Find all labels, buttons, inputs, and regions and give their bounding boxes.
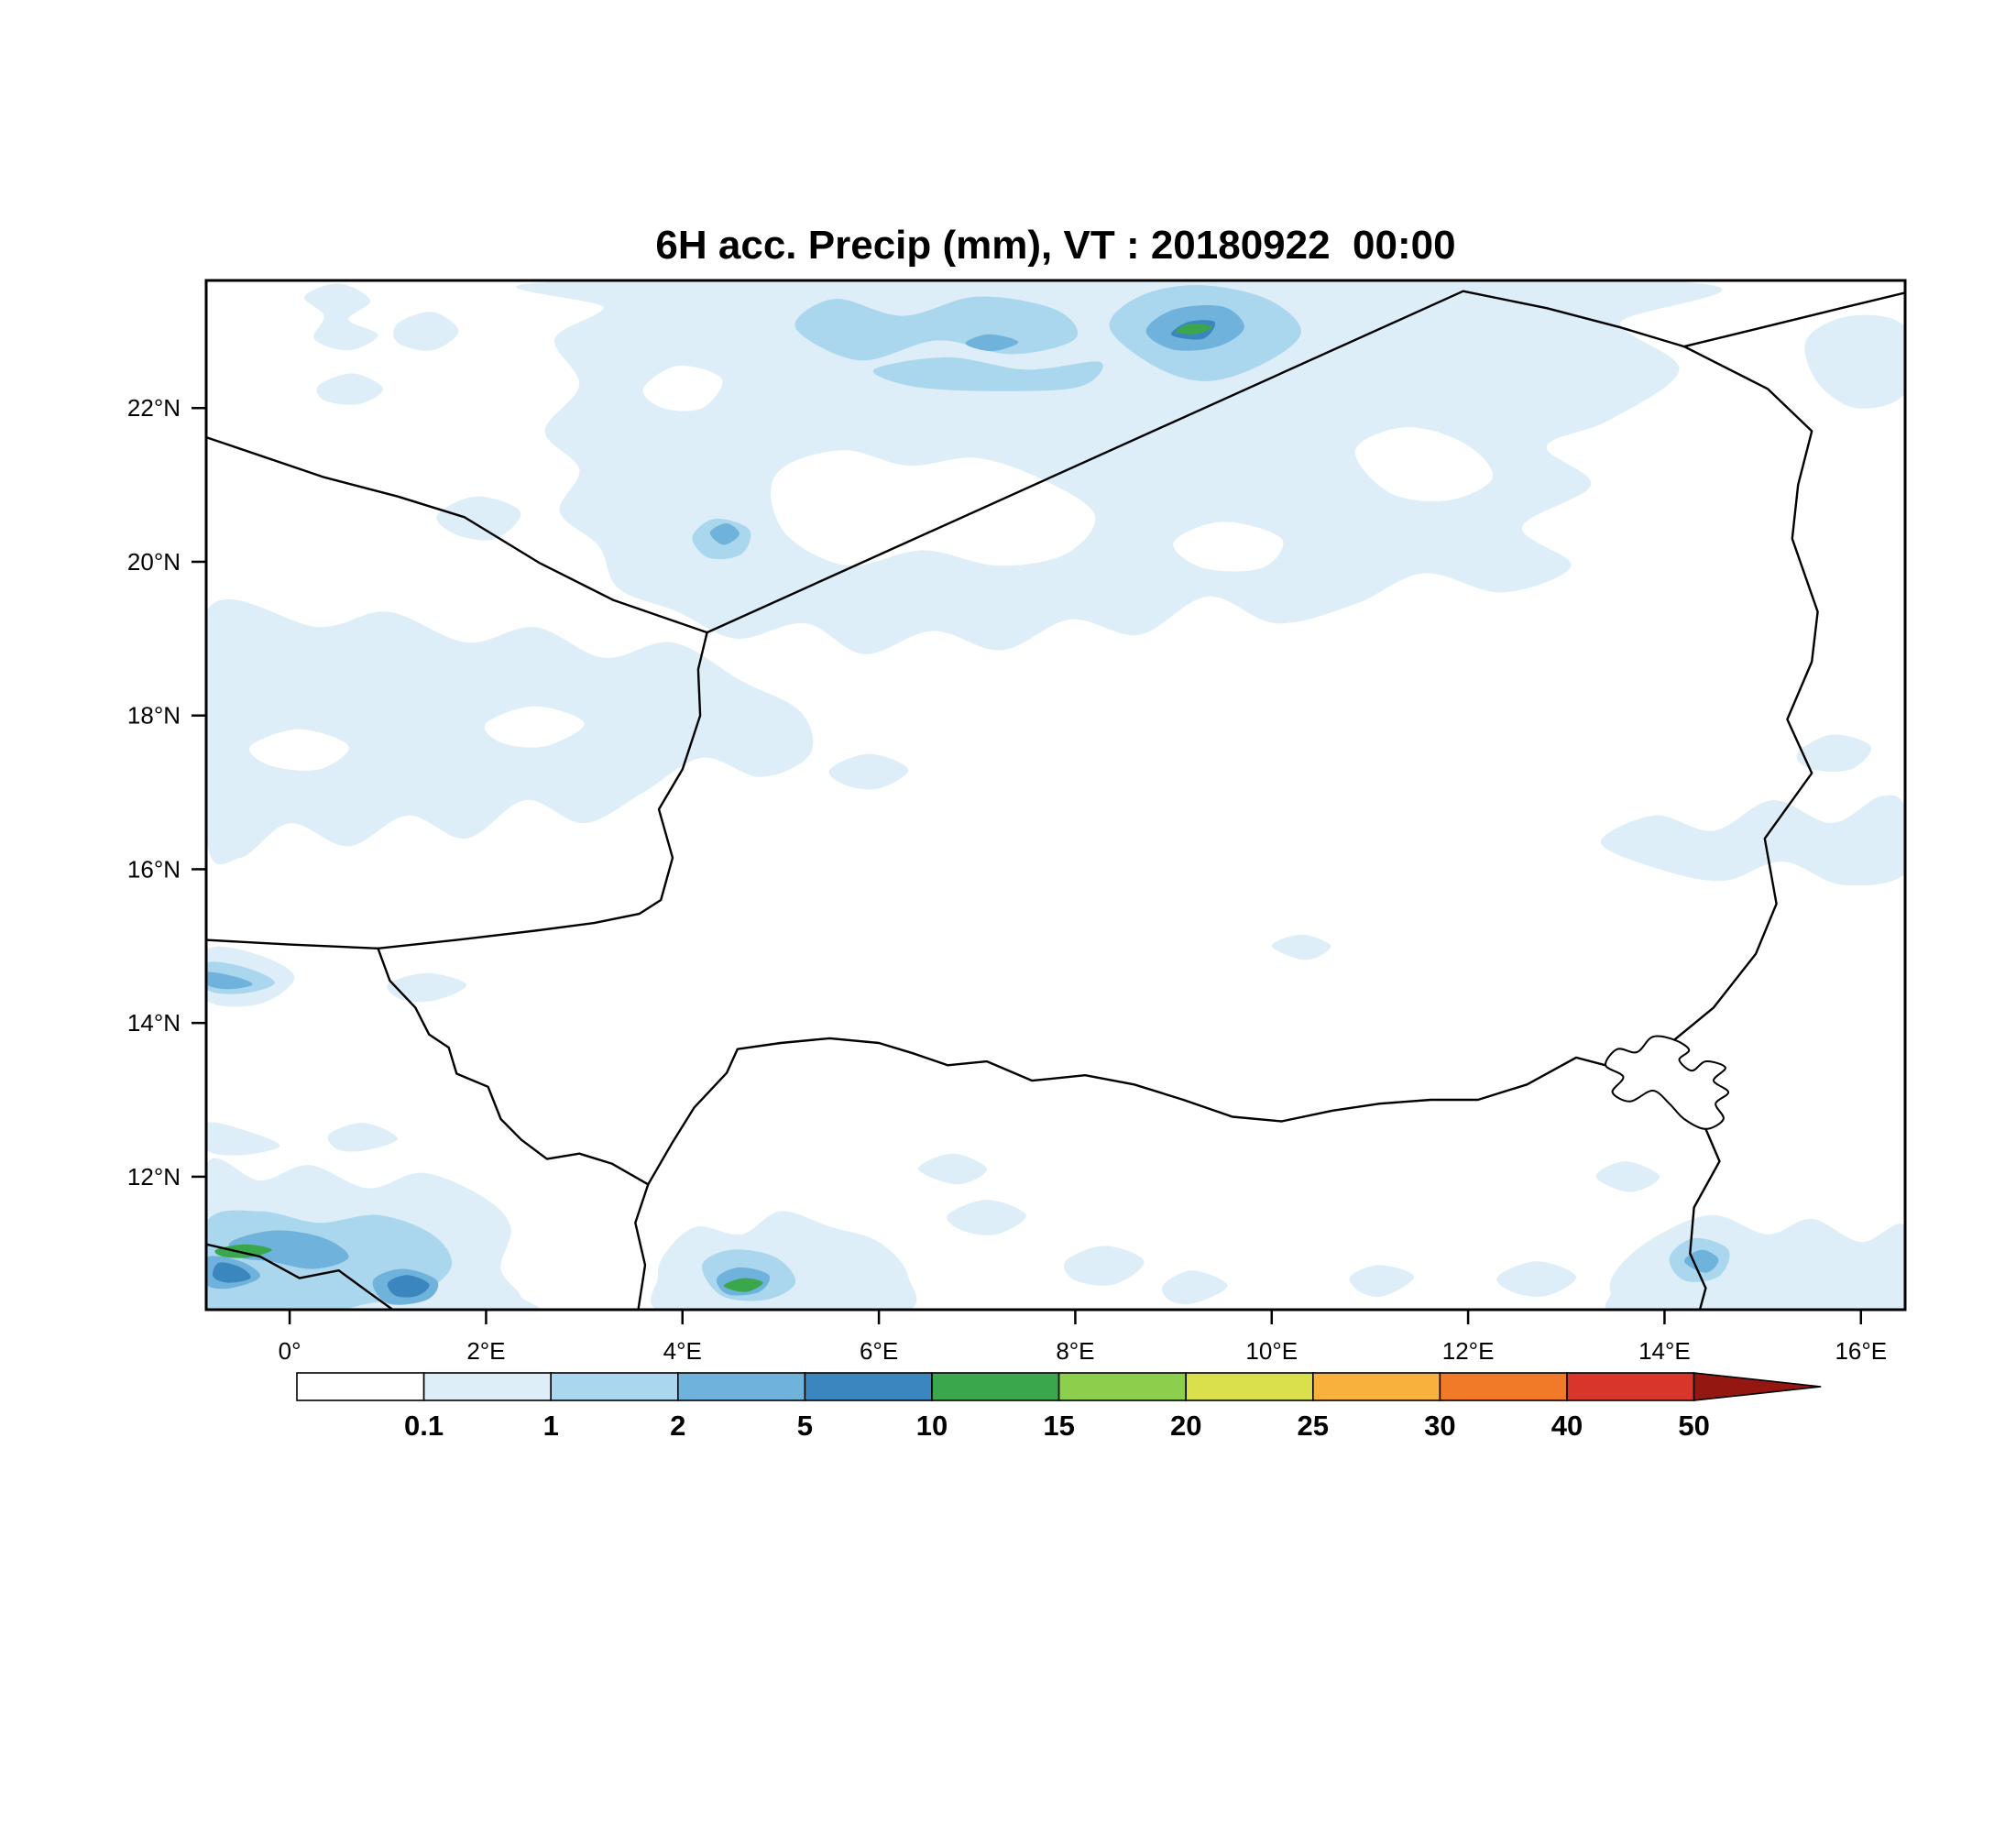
colorbar-segment — [1439, 1372, 1568, 1401]
precip-contour-level-1 — [316, 373, 383, 405]
colorbar-label: 50 — [1678, 1410, 1709, 1442]
precip-contour-level-1 — [1804, 314, 1905, 409]
axis-ticks: 0° 2°E 4°E 6°E 8°E 10°E 12°E 14°E 16°E 22°N 20°N 18… — [127, 394, 1887, 1365]
precip-contour-level-0 — [249, 729, 349, 771]
precip-contour-level-1 — [1349, 1265, 1415, 1297]
colorbar-label: 2 — [670, 1410, 685, 1442]
colorbar-segment — [676, 1372, 806, 1401]
precip-contour-level-2 — [872, 357, 1103, 391]
y-tick-label: 16°N — [127, 855, 181, 883]
country-border — [1673, 345, 1819, 1041]
colorbar-label: 10 — [916, 1410, 948, 1442]
country-border — [377, 947, 650, 1186]
precip-contour-level-1 — [327, 1123, 399, 1152]
precip-contour-level-1 — [1605, 1214, 1905, 1310]
precip-contour-level-1 — [206, 1122, 280, 1156]
precip-contour-level-4 — [387, 1275, 430, 1298]
precip-contour-level-3 — [709, 522, 740, 545]
precip-contour-level-5 — [723, 1278, 763, 1292]
colorbar-segment — [422, 1372, 553, 1401]
precip-shading-layer — [206, 280, 1905, 1310]
colorbar-segment — [1312, 1372, 1441, 1401]
colorbar-segment — [1057, 1372, 1187, 1401]
lake-chad-outline — [1605, 1035, 1730, 1130]
colorbar-label: 15 — [1043, 1410, 1074, 1442]
precip-contour-level-3 — [965, 334, 1019, 352]
precip-contour-level-5 — [214, 1244, 272, 1258]
colorbar-label: 25 — [1298, 1410, 1329, 1442]
colorbar-segment — [1566, 1372, 1695, 1401]
colorbar-arrow-segment — [1693, 1372, 1822, 1401]
colorbar-label: 30 — [1424, 1410, 1455, 1442]
colorbar-segment — [804, 1372, 933, 1401]
precip-contour-level-1 — [1796, 734, 1872, 773]
x-tick-label: 8°E — [1056, 1337, 1094, 1365]
country-border — [706, 290, 1686, 634]
precip-contour-level-1 — [1063, 1246, 1145, 1286]
country-border — [1689, 1127, 1721, 1310]
precip-contour-level-1 — [1600, 795, 1905, 886]
colorbar-segment — [296, 1372, 425, 1401]
country-border — [206, 631, 708, 949]
y-tick-label: 18°N — [127, 702, 181, 730]
precip-contour-level-0 — [484, 706, 585, 748]
country-borders-layer — [206, 290, 1905, 1310]
precip-contour-level-1 — [1496, 1261, 1577, 1297]
y-tick-label: 22°N — [127, 394, 181, 422]
x-tick-label: 14°E — [1638, 1337, 1691, 1365]
precip-contour-level-1 — [828, 753, 909, 790]
colorbar-label: 20 — [1170, 1410, 1201, 1442]
precip-contour-level-3 — [228, 1230, 349, 1269]
x-tick-label: 6°E — [860, 1337, 898, 1365]
precip-contour-level-3 — [206, 971, 253, 990]
x-tick-label: 0° — [279, 1337, 301, 1365]
colorbar-segment — [931, 1372, 1060, 1401]
x-tick-label: 12°E — [1442, 1337, 1495, 1365]
map-frame — [204, 279, 1907, 1312]
precip-contour-level-1 — [1162, 1270, 1228, 1305]
precip-contour-level-3 — [1683, 1249, 1719, 1273]
precip-contour-level-4 — [212, 1262, 251, 1283]
colorbar-label: 0.1 — [404, 1410, 444, 1442]
precip-contour-level-1 — [436, 496, 521, 541]
x-tick-label: 10°E — [1245, 1337, 1298, 1365]
country-border — [206, 435, 708, 634]
colorbar: 0.1 1 2 5 10 15 20 25 30 40 50 — [296, 1372, 1822, 1442]
precip-contour-level-1 — [947, 1200, 1026, 1235]
precip-contour-level-1 — [516, 280, 1723, 654]
y-tick-label: 12°N — [127, 1163, 181, 1191]
x-tick-label: 2°E — [466, 1337, 505, 1365]
x-tick-label: 16°E — [1835, 1337, 1887, 1365]
precip-contour-level-1 — [303, 283, 378, 351]
colorbar-label: 40 — [1551, 1410, 1583, 1442]
y-tick-label: 20°N — [127, 548, 181, 576]
country-border — [1682, 291, 1905, 348]
country-border — [647, 1037, 1607, 1186]
colorbar-label: 5 — [797, 1410, 813, 1442]
precip-contour-level-1 — [917, 1153, 988, 1185]
precip-contour-level-1 — [387, 972, 467, 1003]
x-tick-label: 4°E — [663, 1337, 702, 1365]
country-border — [634, 1183, 650, 1310]
precip-contour-level-0 — [1173, 521, 1284, 572]
chart-title: 6H acc. Precip (mm), VT : 20180922 00:00 — [655, 223, 1456, 268]
precip-contour-level-0 — [1354, 427, 1494, 502]
colorbar-segment — [550, 1372, 679, 1401]
precip-contour-level-1 — [393, 312, 459, 351]
colorbar-segment — [1185, 1372, 1314, 1401]
precip-contour-level-0 — [771, 450, 1096, 566]
precip-contour-level-0 — [642, 365, 723, 412]
colorbar-label: 1 — [543, 1410, 559, 1442]
precip-contour-level-5 — [1175, 323, 1213, 335]
y-tick-label: 14°N — [127, 1009, 181, 1037]
precip-contour-level-1 — [1595, 1161, 1660, 1192]
country-border — [206, 1243, 394, 1310]
precip-contour-level-1 — [1271, 934, 1331, 960]
